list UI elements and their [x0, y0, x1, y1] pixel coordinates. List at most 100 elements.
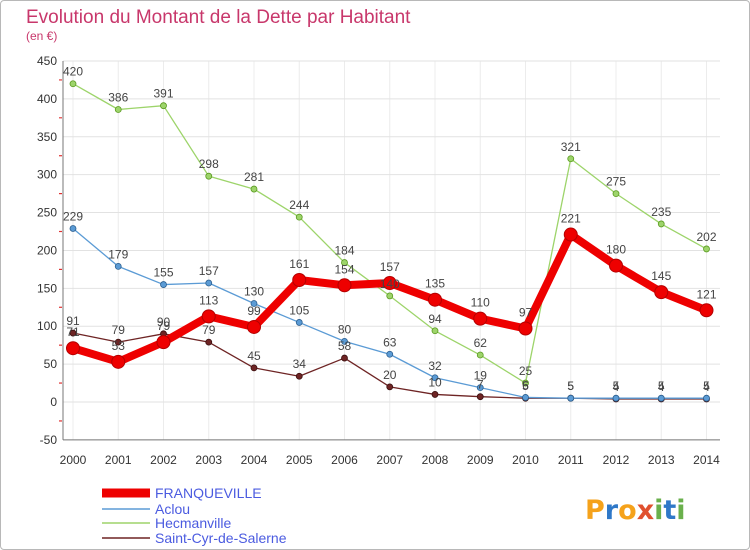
y-tick-label: 50 — [44, 357, 58, 371]
x-tick-label: 2001 — [105, 453, 132, 467]
data-point-hecmanville — [522, 379, 529, 387]
data-label-hecmanville: 25 — [519, 364, 533, 378]
data-label-hecmanville: 202 — [696, 230, 716, 244]
y-tick-label: -50 — [40, 433, 58, 447]
x-tick-label: 2003 — [195, 453, 222, 467]
legend-label: Hecmanville — [155, 515, 231, 531]
y-tick-label: 150 — [37, 281, 57, 295]
data-label-aclou: 63 — [383, 335, 397, 349]
x-tick-label: 2002 — [150, 453, 177, 467]
data-label-franqueville: 221 — [561, 212, 581, 226]
data-point-aclou — [386, 350, 394, 358]
y-tick-label: 100 — [37, 319, 57, 333]
data-point-saint-cyr-de-salerne — [431, 391, 439, 398]
data-point-aclou — [431, 374, 439, 382]
x-tick-label: 2010 — [512, 453, 539, 467]
y-tick-label: 350 — [37, 130, 57, 144]
data-label-saint-cyr-de-salerne: 34 — [293, 357, 307, 371]
data-point-saint-cyr-de-salerne — [205, 338, 213, 346]
data-point-franqueville — [156, 335, 171, 350]
data-point-aclou — [250, 300, 258, 307]
y-tick-label: 400 — [37, 92, 57, 106]
data-label-franqueville: 79 — [157, 319, 171, 333]
data-point-saint-cyr-de-salerne — [250, 364, 258, 372]
data-label-aclou: 155 — [153, 266, 173, 280]
data-label-hecmanville: 94 — [428, 312, 442, 326]
data-label-aclou: 32 — [428, 359, 442, 373]
data-label-aclou: 5 — [567, 379, 574, 393]
data-point-aclou — [612, 394, 620, 402]
x-tick-label: 2012 — [603, 453, 630, 467]
data-label-saint-cyr-de-salerne: 20 — [383, 368, 397, 382]
data-point-aclou — [341, 337, 348, 345]
chart-subtitle: (en €) — [26, 29, 57, 43]
data-point-franqueville — [654, 285, 669, 300]
x-tick-label: 2004 — [241, 453, 268, 467]
data-label-aclou: 5 — [613, 379, 620, 393]
data-point-franqueville — [201, 309, 216, 324]
data-label-saint-cyr-de-salerne: 10 — [428, 375, 442, 389]
proxiti-logo: Proxiti — [585, 495, 686, 526]
data-label-hecmanville: 281 — [244, 170, 264, 184]
y-tick-label: 250 — [37, 206, 57, 220]
data-point-aclou — [703, 394, 710, 402]
data-point-hecmanville — [69, 80, 77, 88]
logo-letter: x — [637, 495, 654, 526]
data-point-hecmanville — [431, 327, 439, 335]
data-label-hecmanville: 184 — [334, 244, 354, 258]
data-point-franqueville — [66, 341, 80, 356]
data-label-hecmanville: 275 — [606, 175, 626, 189]
data-label-hecmanville: 386 — [108, 90, 128, 104]
data-point-franqueville — [563, 227, 578, 242]
data-label-saint-cyr-de-salerne: 90 — [157, 315, 171, 329]
data-label-saint-cyr-de-salerne: 5 — [522, 379, 529, 393]
data-point-aclou — [657, 394, 665, 402]
data-point-hecmanville — [476, 351, 484, 359]
data-point-hecmanville — [295, 213, 303, 221]
data-label-hecmanville: 420 — [63, 65, 83, 79]
data-point-aclou — [114, 262, 122, 270]
data-point-hecmanville — [160, 102, 167, 110]
data-point-franqueville — [518, 321, 533, 336]
data-label-saint-cyr-de-salerne: 79 — [202, 323, 216, 337]
data-point-saint-cyr-de-salerne — [295, 372, 303, 380]
data-point-hecmanville — [612, 190, 620, 198]
data-label-saint-cyr-de-salerne: 5 — [567, 379, 574, 393]
x-tick-label: 2005 — [286, 453, 313, 467]
legend-label: FRANQUEVILLE — [155, 485, 262, 501]
x-tick-label: 2011 — [558, 453, 584, 467]
data-point-saint-cyr-de-salerne — [341, 354, 348, 362]
data-label-hecmanville: 235 — [651, 205, 671, 219]
data-point-franqueville — [428, 292, 442, 307]
data-label-saint-cyr-de-salerne: 4 — [613, 380, 620, 394]
data-label-saint-cyr-de-salerne: 45 — [247, 349, 261, 363]
data-point-saint-cyr-de-salerne — [69, 329, 77, 337]
x-tick-label: 2008 — [422, 453, 449, 467]
x-tick-label: 2014 — [693, 453, 720, 467]
data-point-saint-cyr-de-salerne — [386, 383, 394, 391]
data-label-saint-cyr-de-salerne: 79 — [112, 323, 126, 337]
logo-letter: i — [676, 495, 685, 526]
legend: FRANQUEVILLEAclouHecmanvilleSaint-Cyr-de… — [102, 485, 287, 546]
data-label-aclou: 6 — [522, 378, 529, 392]
data-point-hecmanville — [386, 292, 394, 300]
data-label-hecmanville: 244 — [289, 198, 309, 212]
data-label-aclou: 19 — [474, 369, 488, 383]
y-tick-label: 450 — [37, 54, 57, 68]
data-point-franqueville — [247, 319, 261, 334]
data-label-saint-cyr-de-salerne: 91 — [66, 314, 80, 328]
x-tick-label: 2006 — [331, 453, 358, 467]
data-label-aclou: 105 — [289, 303, 309, 317]
logo-letter: P — [585, 495, 605, 526]
data-point-hecmanville — [567, 155, 575, 163]
data-label-saint-cyr-de-salerne: 4 — [658, 380, 665, 394]
logo-letter: i — [654, 495, 663, 526]
data-label-aclou: 130 — [244, 284, 264, 298]
data-point-franqueville — [292, 272, 307, 287]
data-label-aclou: 5 — [703, 379, 710, 393]
y-tick-label: 200 — [37, 243, 57, 257]
data-label-aclou: 5 — [658, 379, 665, 393]
data-label-franqueville: 110 — [471, 296, 490, 310]
data-label-franqueville: 145 — [651, 269, 671, 283]
x-tick-label: 2007 — [376, 453, 403, 467]
